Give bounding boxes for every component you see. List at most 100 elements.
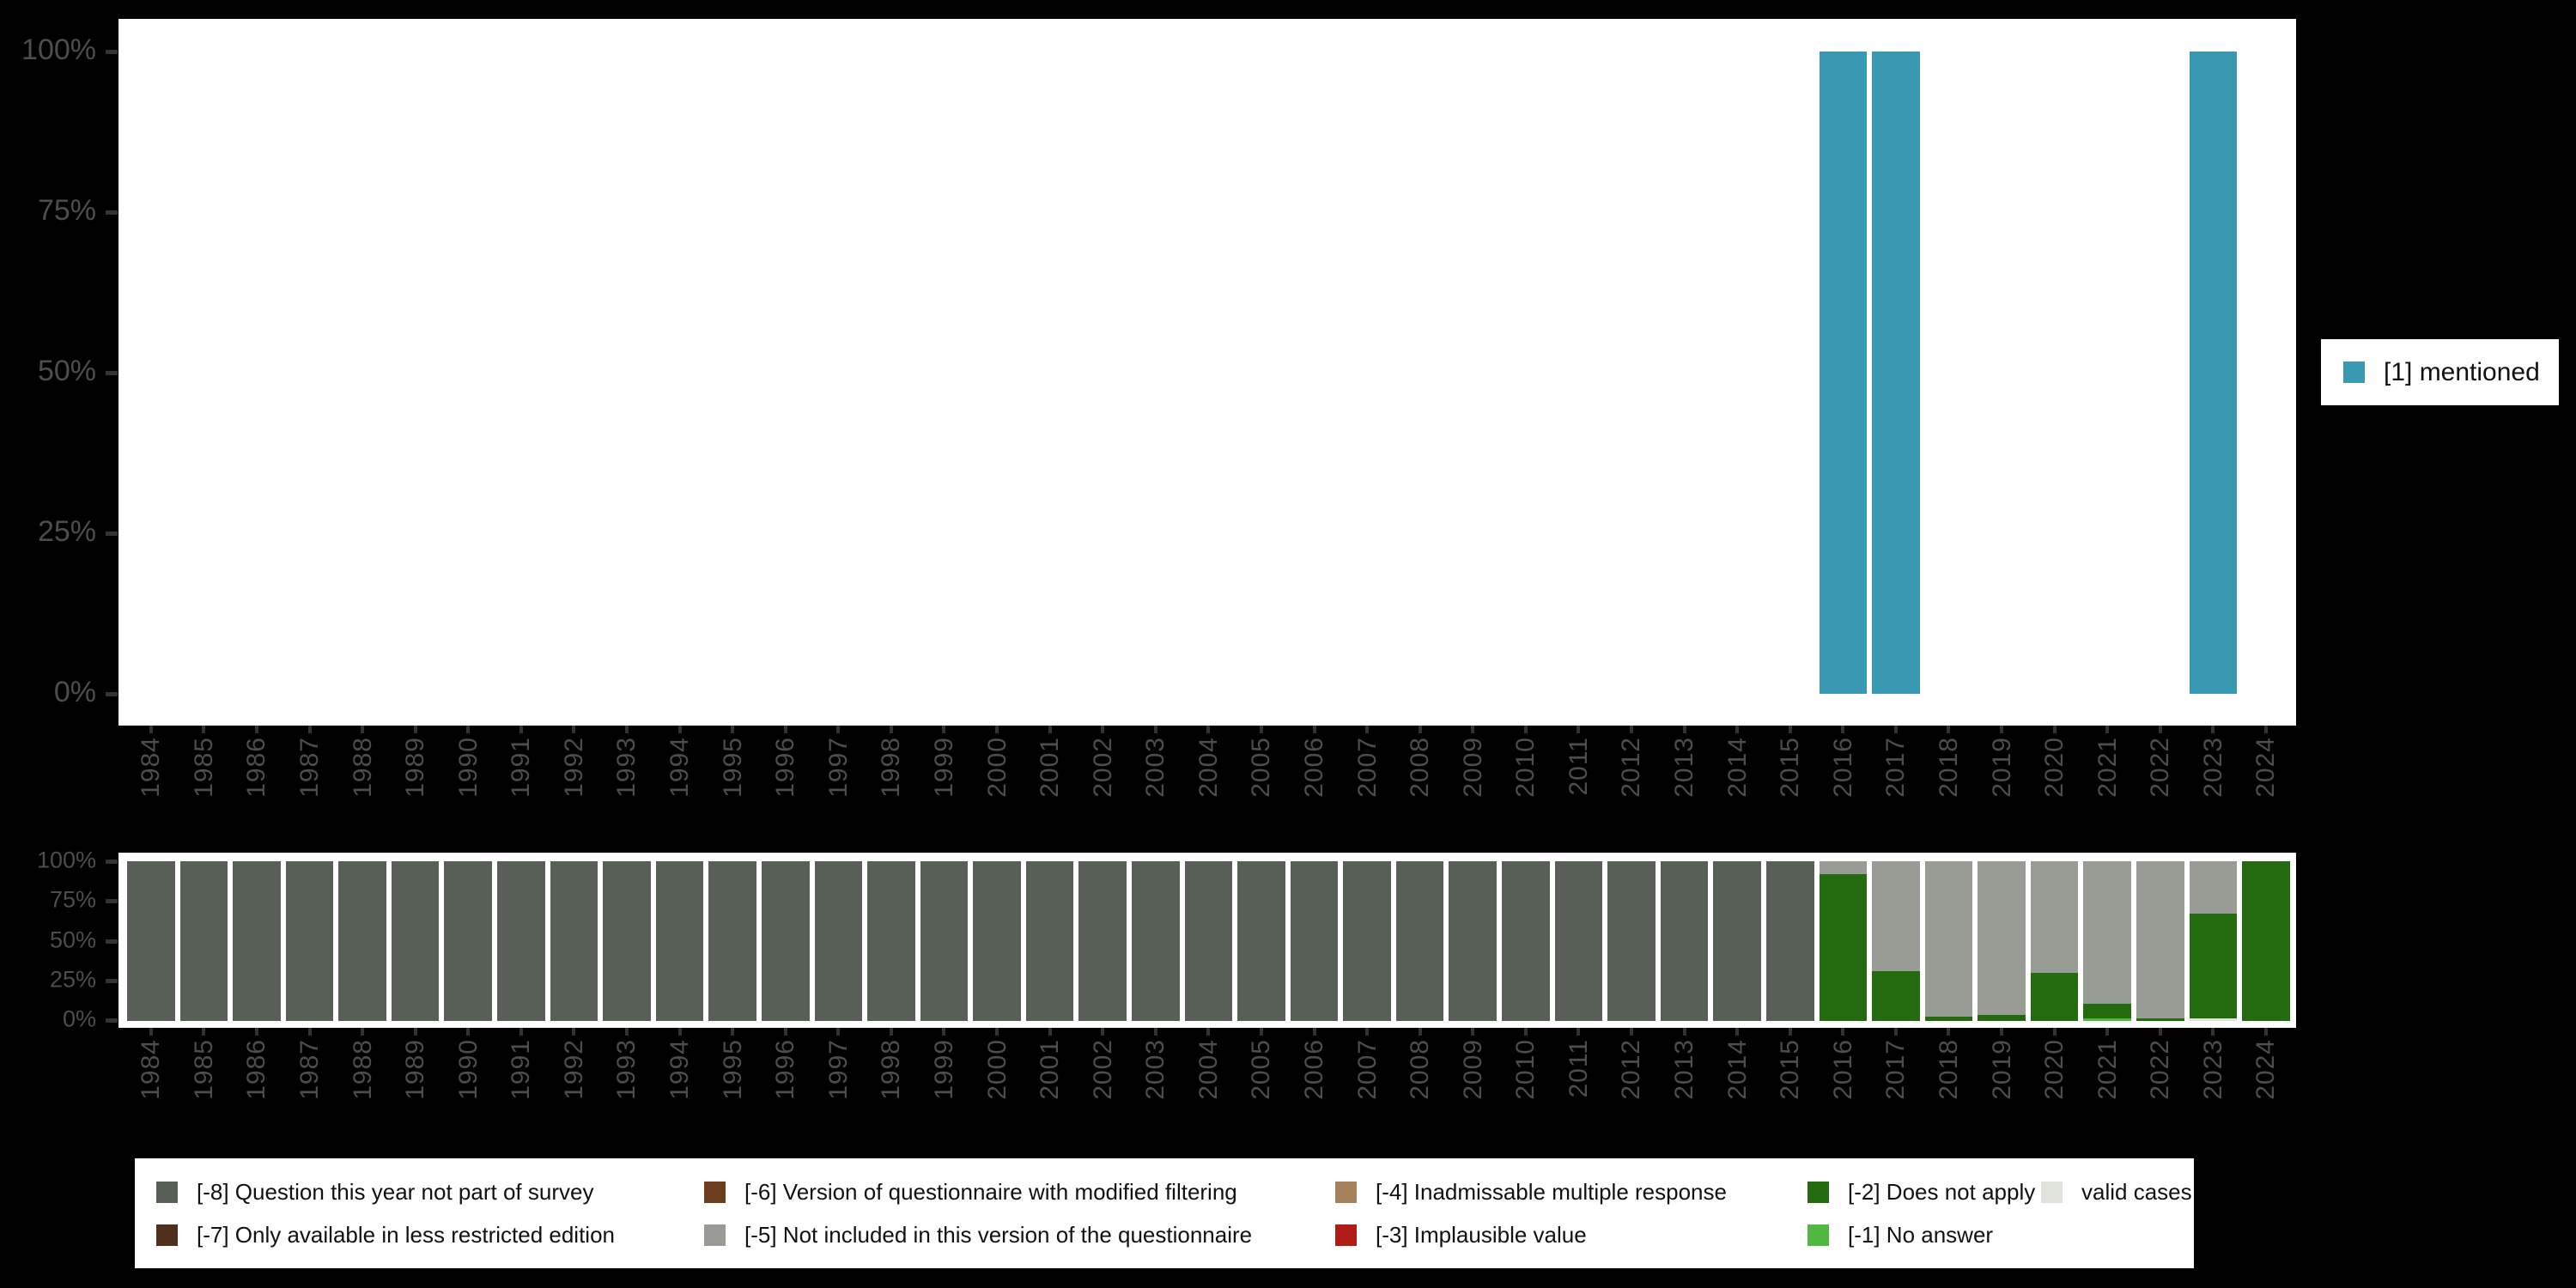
bar-segment-code-8 [391,861,440,1021]
x-tick-cell [1766,1028,1814,1036]
bar-segment-code-8 [603,861,651,1021]
x-label-cell: 1989 [392,1039,440,1121]
bottom-chart-x-ticks [118,1028,2296,1036]
bar-segment-code-2 [1978,1014,2026,1021]
x-tick-cell [1661,1028,1709,1036]
legend-label-minus1: [-1] No answer [1848,1221,1994,1248]
bar-segment-code-8 [655,861,704,1021]
x-tick-cell [1449,1028,1497,1036]
x-tick [889,726,893,733]
x-label-cell: 1984 [127,1039,175,1121]
legend-item-minus5: [-5] Not included in this version of the… [704,1222,1252,1248]
bar-segment-code-8 [550,861,598,1021]
x-tick-cell [1343,726,1391,734]
x-tick [995,726,999,733]
x-tick-cell [1502,726,1550,734]
x-tick-cell [1343,1028,1391,1036]
bar-2023 [2189,52,2238,694]
bar-2017 [1872,52,1920,694]
year-label: 2010 [1511,737,1540,798]
x-label-cell: 2021 [2083,737,2131,814]
top-y-tick [106,692,118,696]
top-y-tick [106,50,118,54]
x-tick-cell [1713,1028,1761,1036]
x-label-cell: 1995 [708,1039,756,1121]
x-tick-cell [1237,1028,1285,1036]
top-y-label: 0% [53,675,96,708]
stacked-bar-1984 [127,861,175,1021]
bar-1998 [867,52,915,694]
x-label-cell: 2010 [1502,1039,1550,1121]
bottom-y-label: 50% [49,927,96,953]
x-tick [1418,726,1422,733]
x-tick [731,726,735,733]
bar-1989 [392,52,440,694]
year-label: 2006 [1300,1039,1328,1100]
x-tick-cell [127,726,175,734]
bar-2015 [1766,52,1814,694]
x-tick-cell [815,1028,863,1036]
x-tick [1947,1028,1951,1036]
legend-missing-codes: [-8] Question this year not part of surv… [135,1158,2194,1268]
x-tick-cell [2190,1028,2238,1036]
year-label: 2005 [1247,1039,1276,1100]
year-label: 2001 [1036,1039,1065,1100]
x-tick-cell [603,1028,651,1036]
minus1-swatch-icon [1807,1224,1829,1246]
x-tick [1629,1028,1633,1036]
x-tick-cell [1291,726,1339,734]
x-label-cell: 1985 [180,1039,228,1121]
x-tick [836,1028,841,1036]
stacked-bar-2006 [1290,861,1339,1021]
bar-segment-code-5 [2136,861,2184,1019]
x-tick-cell [815,726,863,734]
x-tick [1788,1028,1792,1036]
stacked-bar-1988 [338,861,386,1021]
bar-2014 [1713,52,1761,694]
x-tick [361,726,365,733]
x-tick-cell [1925,1028,1973,1036]
top-y-label: 25% [37,514,96,548]
bar-segment-code-8 [1554,861,1603,1021]
x-label-cell: 1994 [656,737,704,814]
x-tick-cell [392,726,440,734]
x-tick [2211,726,2215,733]
x-tick-cell [550,1028,598,1036]
x-tick-cell [550,726,598,734]
x-label-cell: 2020 [2031,737,2079,814]
x-label-cell: 2005 [1237,1039,1285,1121]
bar-segment-code-2 [1819,873,1868,1021]
bar-segment-code-8 [708,861,756,1021]
x-label-cell: 1997 [815,1039,863,1121]
legend-label-minus7: [-7] Only available in less restricted e… [197,1221,616,1248]
x-tick-cell [656,726,704,734]
bar-2018 [1925,52,1973,694]
x-tick-cell [867,726,915,734]
x-label-cell: 1998 [867,1039,915,1121]
stacked-bar-2021 [2083,861,2131,1021]
top-chart-plot-area [127,52,2290,694]
x-tick [202,1028,206,1036]
bar-segment-code-8 [127,861,175,1021]
bar-2003 [1132,52,1180,694]
x-tick-cell [1396,1028,1444,1036]
year-label: 2007 [1352,737,1382,798]
stacked-bar-2011 [1554,861,1603,1021]
bar-segment-code-8 [1502,861,1550,1021]
x-tick [1365,726,1370,733]
x-label-cell: 1987 [286,737,334,814]
stacked-bar-2012 [1607,861,1656,1021]
x-label-cell: 1993 [603,737,651,814]
x-tick-cell [1185,1028,1233,1036]
x-tick-cell [2242,726,2290,734]
year-label: 1997 [823,1039,853,1100]
legend-item-minus3: [-3] Implausible value [1335,1222,1587,1248]
x-label-cell: 2023 [2190,737,2238,814]
x-tick [1788,726,1792,733]
x-label-cell: 2020 [2031,1039,2079,1121]
x-tick [572,726,576,733]
x-label-cell: 1999 [920,737,969,814]
x-tick-cell [233,1028,281,1036]
year-label: 1984 [137,737,166,798]
